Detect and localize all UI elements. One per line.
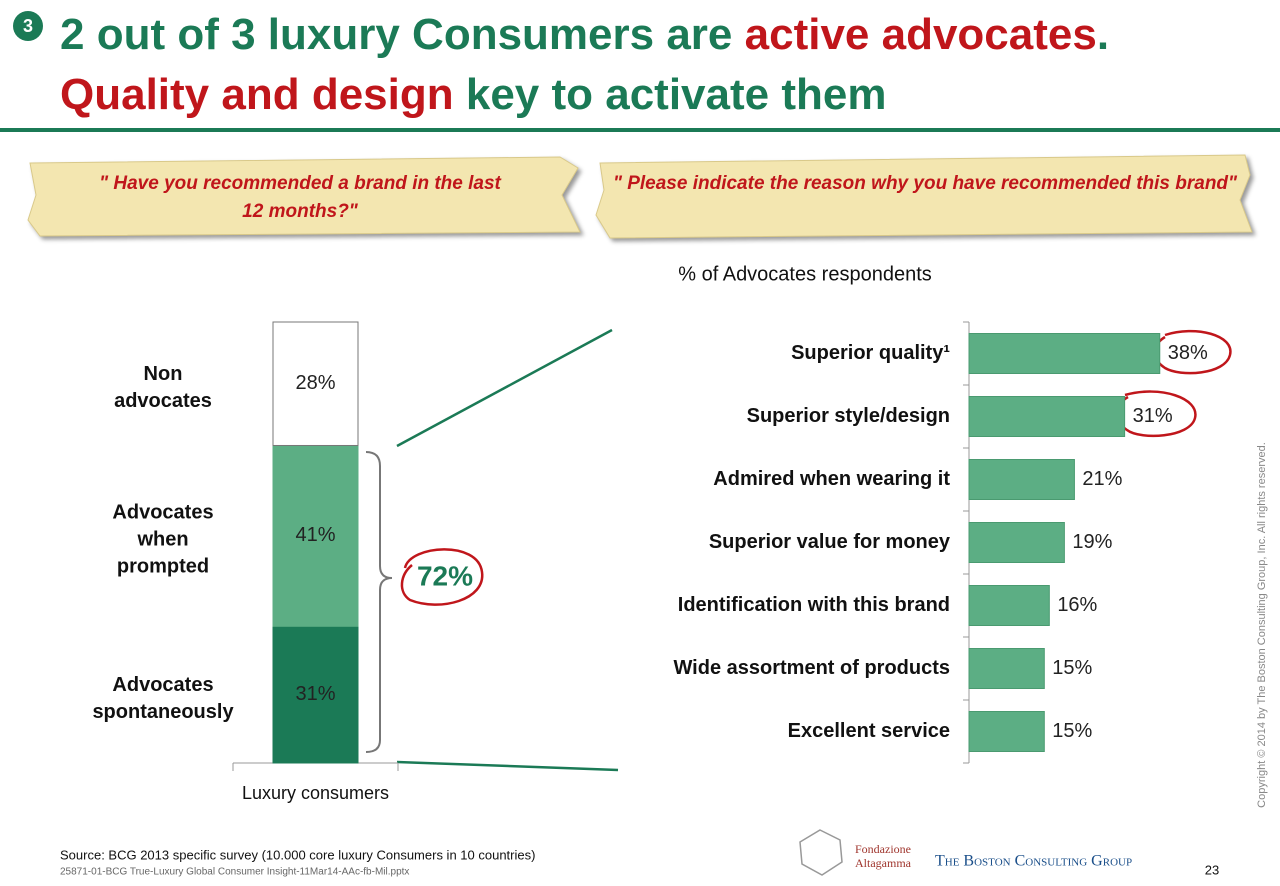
bar-segment	[272, 625, 359, 764]
bar	[968, 459, 1075, 500]
value-label: 31%	[1133, 405, 1173, 427]
value-label: 21%	[1082, 468, 1122, 490]
title-part: Quality and design	[60, 70, 454, 119]
bar	[968, 333, 1161, 374]
quote-box	[27, 156, 581, 237]
zoom-line	[396, 760, 619, 772]
title-part: active advocates	[744, 10, 1097, 59]
page-number: 23	[1205, 862, 1219, 877]
title-line: 2 out of 3 luxury Consumers are active a…	[60, 10, 1109, 60]
value-label: 19%	[1072, 531, 1112, 553]
bar	[968, 648, 1045, 689]
brace	[365, 451, 393, 753]
legend-label: Advocates when prompted	[112, 501, 214, 578]
question: " Have you recommended a brand in the la…	[99, 173, 501, 222]
category-label: Excellent service	[788, 720, 950, 742]
category-label: Wide assortment of products	[673, 657, 950, 679]
subtitle: % of Advocates respondents	[678, 263, 932, 285]
category-label: Superior value for money	[709, 531, 951, 553]
file-name: 25871-01-BCG True-Luxury Global Consumer…	[60, 867, 409, 878]
title-line: Quality and design key to activate them	[60, 70, 886, 120]
legend-label: Non advocates	[114, 362, 212, 412]
category-label: Superior quality¹	[791, 342, 950, 364]
title-part: 2 out of 3 luxury Consumers are	[60, 10, 745, 59]
source: Source: BCG 2013 specific survey (10.000…	[60, 847, 535, 862]
bar-segment	[272, 444, 359, 627]
slide-number-badge	[13, 11, 43, 41]
title-part: key to activate them	[453, 70, 887, 119]
bar	[968, 585, 1050, 626]
x-tick-label: Luxury consumers	[242, 783, 389, 803]
value-label: 16%	[1057, 594, 1097, 616]
logo-text: Altagamma	[855, 856, 912, 870]
title-part: .	[1096, 10, 1110, 59]
value-label: 41%	[295, 524, 335, 546]
logo-text: Fondazione	[855, 842, 911, 856]
value-label: 15%	[1052, 657, 1092, 679]
legend-label: Advocates spontaneously	[92, 673, 234, 723]
bar	[968, 522, 1065, 563]
bar-segment	[272, 321, 359, 446]
value-label: 28%	[295, 372, 335, 394]
category-label: Identification with this brand	[678, 594, 950, 616]
highlight-circle	[400, 548, 484, 606]
logo-icon	[799, 829, 843, 876]
category-label: Admired when wearing it	[713, 468, 950, 490]
value-label: 15%	[1052, 720, 1092, 742]
annotation: 72%	[417, 560, 473, 591]
bar	[968, 396, 1126, 437]
value-label: 31%	[295, 683, 335, 705]
bar	[968, 711, 1045, 752]
logo-text: The Boston Consulting Group	[935, 853, 1132, 870]
quote-box	[595, 154, 1253, 239]
question: " Please indicate the reason why you hav…	[612, 173, 1238, 194]
zoom-line	[396, 328, 613, 448]
copyright: Copyright © 2014 by The Boston Consultin…	[1256, 442, 1268, 808]
category-label: Superior style/design	[747, 405, 950, 427]
slide-number: 3	[23, 16, 33, 36]
value-label: 38%	[1168, 342, 1208, 364]
